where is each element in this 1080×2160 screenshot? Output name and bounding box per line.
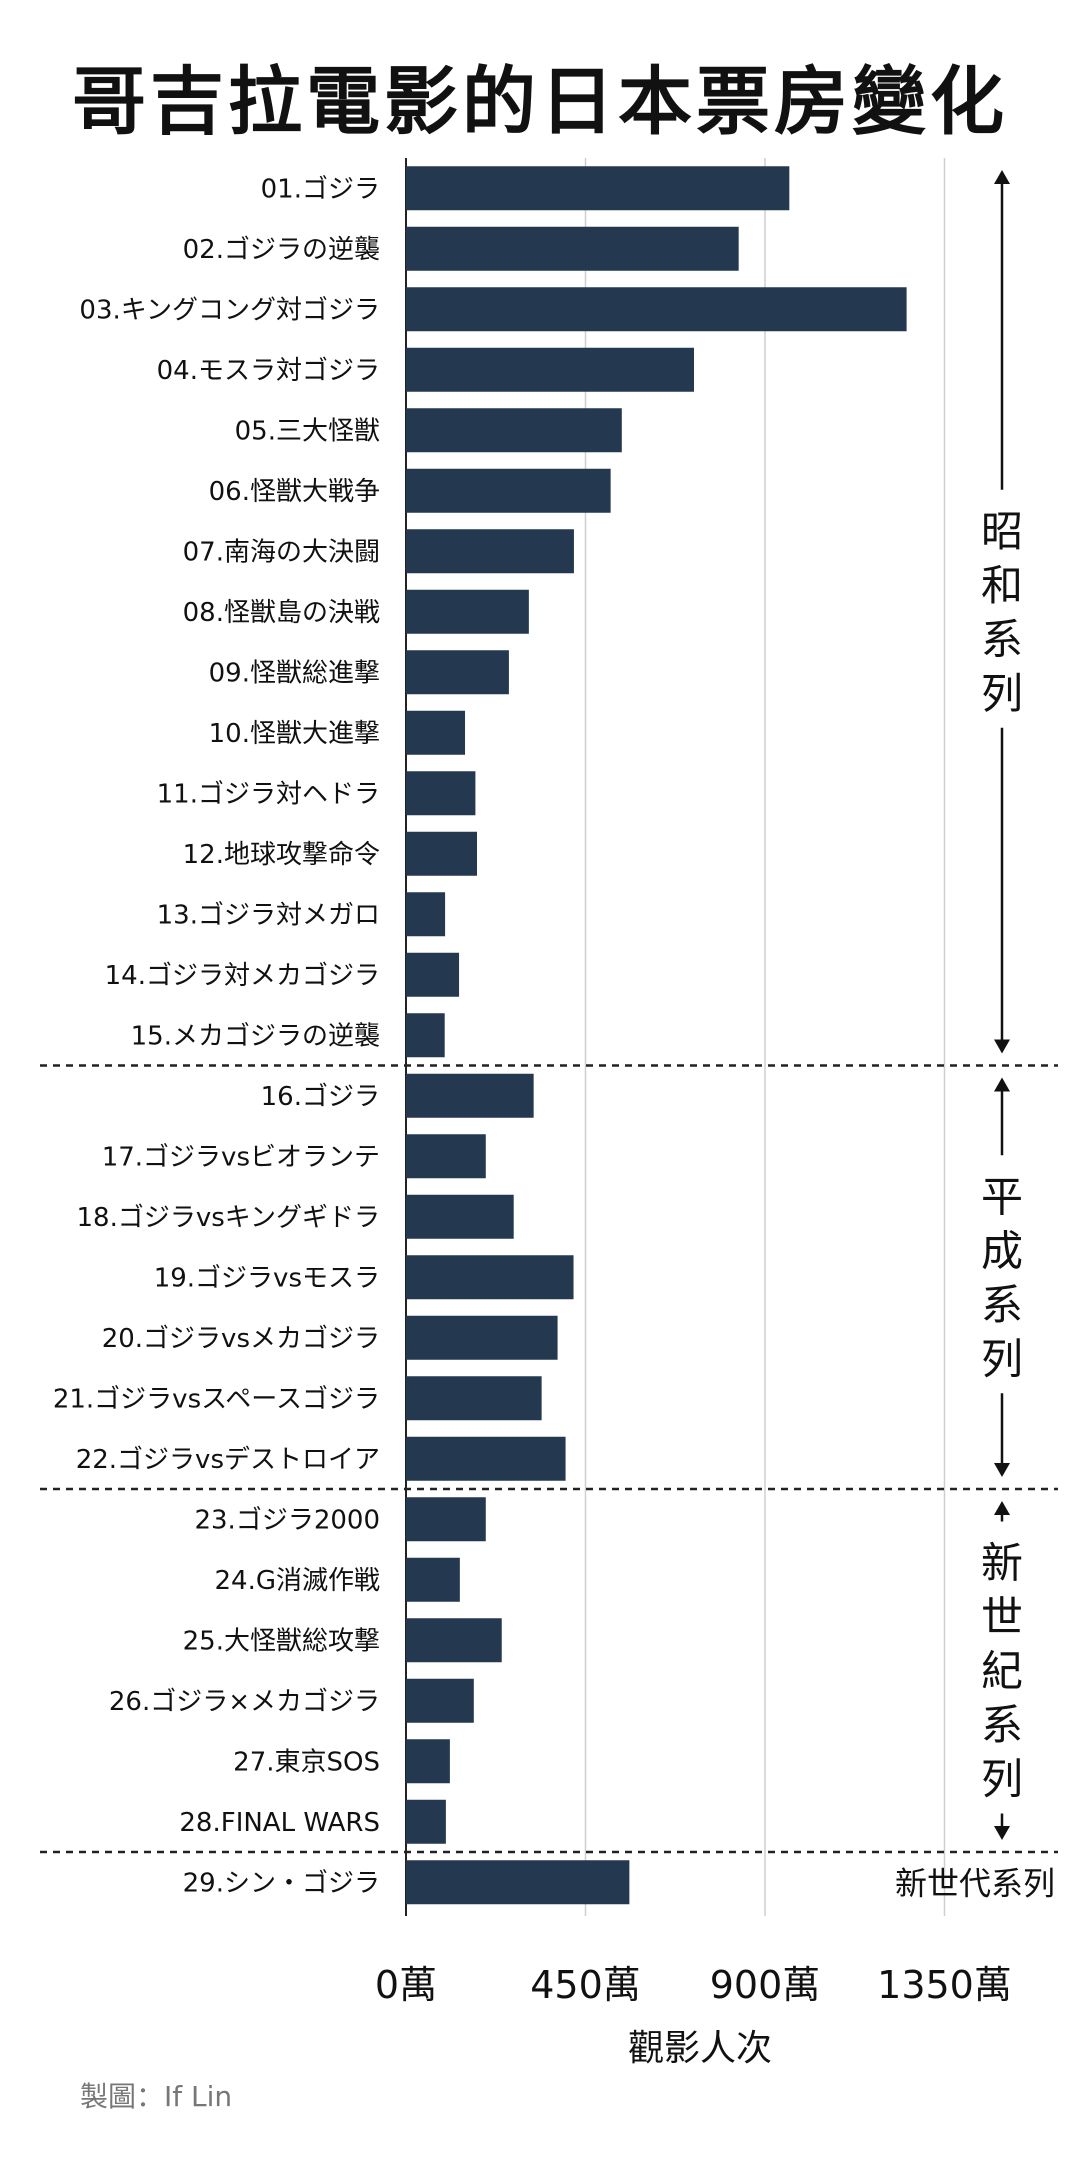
bar [406, 1194, 514, 1239]
category-label: 09.怪獣総進撃 [209, 658, 380, 688]
bar [406, 408, 622, 453]
x-axis-label: 觀影人次 [628, 2028, 772, 2069]
category-label: 13.ゴジラ対メガロ [157, 900, 380, 930]
bar [406, 710, 466, 755]
bar [406, 1860, 630, 1905]
category-label: 26.ゴジラ×メカゴジラ [109, 1687, 380, 1717]
tick-label: 0萬 [375, 1963, 437, 2007]
group-arrow-up-icon [994, 170, 1010, 184]
category-label: 04.モスラ対ゴジラ [157, 356, 380, 386]
bar [406, 1799, 446, 1844]
bar [406, 1436, 566, 1481]
bar [406, 1013, 445, 1058]
bar [406, 347, 694, 392]
group-label: 平成系列 [981, 1172, 1023, 1383]
category-label: 24.G消滅作戦 [215, 1566, 381, 1596]
group-arrow-up-icon [994, 1501, 1010, 1515]
bar [406, 1255, 574, 1300]
chart-title: 哥吉拉電影的日本票房變化 [72, 59, 1008, 145]
category-label: 22.ゴジラvsデストロイア [76, 1445, 380, 1475]
category-label: 27.東京SOS [233, 1747, 380, 1777]
category-label: 15.メカゴジラの逆襲 [131, 1021, 380, 1051]
group-arrow-down-icon [994, 1039, 1010, 1054]
bar [406, 952, 460, 997]
category-label: 03.キングコング対ゴジラ [79, 295, 380, 325]
category-label: 07.南海の大決闘 [183, 537, 380, 567]
bar [406, 589, 529, 634]
tick-label: 1350萬 [877, 1963, 1012, 2007]
group-arrow-up-icon [994, 1077, 1010, 1092]
bar [406, 529, 574, 574]
category-label: 28.FINAL WARS [179, 1808, 380, 1838]
bar [406, 1376, 542, 1421]
category-label: 08.怪獣島の決戦 [183, 598, 380, 628]
bar [406, 287, 907, 332]
bar [406, 771, 476, 816]
group-arrow-down-icon [994, 1826, 1010, 1840]
category-label: 20.ゴジラvsメカゴジラ [102, 1324, 380, 1354]
bar [406, 1073, 534, 1118]
category-label: 12.地球攻撃命令 [183, 840, 380, 870]
group-label: 新世代系列 [895, 1864, 1055, 1902]
category-label: 02.ゴジラの逆襲 [183, 235, 380, 265]
tick-label: 900萬 [710, 1963, 821, 2007]
bar [406, 1134, 486, 1179]
group-arrow-down-icon [994, 1463, 1010, 1477]
category-label: 05.三大怪獣 [235, 416, 380, 446]
category-label: 06.怪獣大戦争 [209, 477, 380, 507]
credit-text: 製圖：If Lin [80, 2080, 233, 2113]
bar [406, 831, 478, 876]
bar [406, 166, 790, 211]
category-label: 11.ゴジラ対ヘドラ [157, 779, 380, 809]
group-label: 新世紀系列 [981, 1539, 1023, 1804]
tick-label: 450萬 [530, 1963, 641, 2007]
bar [406, 892, 446, 937]
bar [406, 650, 509, 695]
bar [406, 1618, 502, 1663]
category-label: 19.ゴジラvsモスラ [154, 1263, 380, 1293]
bar [406, 1497, 486, 1542]
category-label: 16.ゴジラ [261, 1082, 380, 1112]
category-label: 25.大怪獣総攻撃 [183, 1626, 380, 1656]
category-label: 10.怪獣大進撃 [209, 719, 380, 749]
bar [406, 1557, 460, 1602]
bar [406, 226, 739, 271]
category-label: 18.ゴジラvsキングギドラ [76, 1203, 380, 1233]
category-label: 01.ゴジラ [261, 174, 380, 204]
category-label: 14.ゴジラ対メカゴジラ [105, 961, 380, 991]
bar [406, 468, 611, 513]
category-label: 17.ゴジラvsビオランテ [102, 1142, 380, 1172]
bar [406, 1678, 474, 1723]
category-label: 21.ゴジラvsスペースゴジラ [53, 1384, 380, 1414]
bar [406, 1315, 558, 1360]
group-label: 昭和系列 [981, 507, 1023, 718]
bar [406, 1739, 450, 1784]
category-label: 23.ゴジラ2000 [194, 1505, 380, 1535]
category-label: 29.シン・ゴジラ [183, 1868, 380, 1898]
